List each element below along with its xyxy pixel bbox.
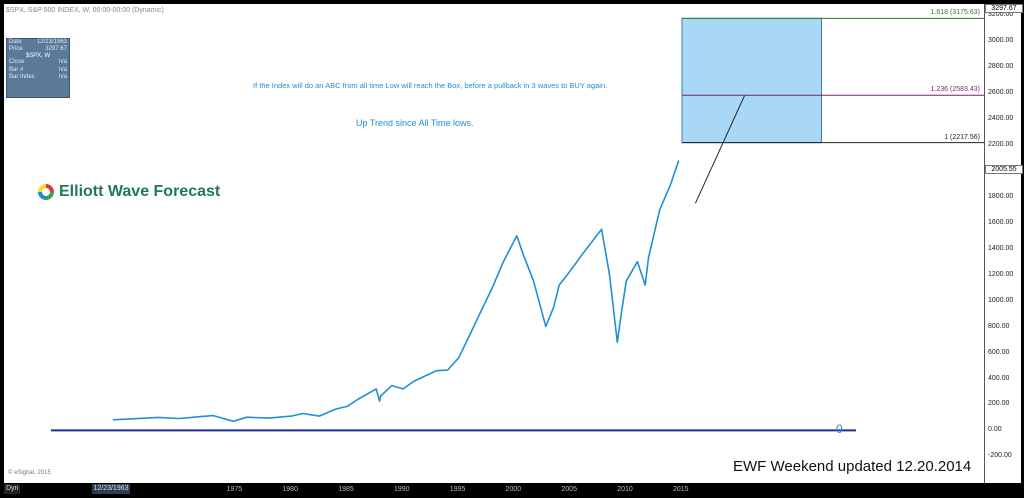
price-line (112, 160, 680, 423)
projection-line (694, 95, 745, 204)
y-tick-label: 2600.00 (988, 89, 1014, 97)
last-price-label: 2005.55 (985, 165, 1023, 175)
x-tick-label: 2015 (673, 486, 689, 493)
y-tick-label: 3000.00 (988, 37, 1014, 45)
x-tick-label: 2000 (505, 486, 522, 493)
credit-text: © eSignal, 2015 (8, 470, 51, 476)
y-tick-label: 1400.00 (988, 244, 1014, 252)
trend-annotation: Up Trend since All Time lows. (356, 118, 474, 128)
wave-label-zero: 0 (836, 422, 843, 436)
update-note: EWF Weekend updated 12.20.2014 (733, 458, 972, 475)
fib-label: 1.236 (2583.43) (930, 86, 980, 94)
chart-header: $SPX, S&P 500 INDEX, W, 00:00-00:00 (Dyn… (6, 7, 164, 14)
ewf-logo: Elliott Wave Forecast (37, 183, 220, 201)
abc-annotation: If the Index will do an ABC from all tim… (253, 81, 608, 90)
y-tick-label: 200.00 (988, 400, 1010, 408)
ewf-logo-text: Elliott Wave Forecast (59, 183, 221, 200)
info-value: n/a (58, 66, 67, 73)
y-tick-label: 3200.00 (988, 11, 1014, 19)
y-tick-label: 2200.00 (988, 140, 1014, 148)
y-tick-label: 1800.00 (988, 192, 1014, 200)
info-label: Bar Index (9, 73, 35, 80)
x-tick-label: 1975 (226, 486, 243, 493)
y-tick-label: -200.00 (988, 452, 1012, 460)
x-tick-label: 2005 (561, 486, 577, 493)
info-value: 12/23/1963 (36, 39, 67, 45)
price-chart (51, 17, 984, 432)
dyn-button[interactable]: Dyn (4, 484, 21, 494)
y-tick-label: 800.00 (988, 322, 1010, 330)
time-axis-bar (0, 483, 1024, 498)
x-tick-label: 2010 (617, 486, 633, 493)
info-label: Date (9, 39, 22, 45)
y-axis: -200.00 0.00 200.00 400.00 600.00 800.00 1000.… (984, 4, 1023, 483)
y-tick-label: 1000.00 (988, 296, 1014, 304)
y-tick-label: 400.00 (988, 374, 1010, 382)
info-label: Bar # (9, 66, 24, 73)
y-tick-label: 2400.00 (988, 115, 1014, 122)
y-tick-label: 0.00 (988, 426, 1002, 434)
info-value: n/a (58, 73, 67, 80)
x-tick-label: 1995 (449, 486, 466, 493)
ewf-logo-icon (38, 184, 54, 200)
cursor-info-panel[interactable]: Date 12/23/1963 Price 3297.67 $SPX, W Clos… (6, 38, 70, 98)
target-box (681, 17, 822, 144)
cursor-date-box: 12/23/1963 (92, 484, 130, 494)
info-title: $SPX, W (25, 53, 51, 60)
y-tick-label: 1200.00 (988, 270, 1014, 278)
y-tick-label: 600.00 (988, 348, 1010, 356)
info-label: Price (9, 46, 23, 53)
y-tick-label: 2800.00 (988, 63, 1014, 71)
fib-label: 1 (2217.56) (944, 133, 980, 141)
top-price-label: 3297.67 (985, 4, 1023, 13)
y-tick-label: 1600.00 (988, 218, 1014, 226)
info-value: n/a (58, 59, 67, 66)
info-value: 3297.67 (45, 46, 67, 53)
x-tick-label: 1985 (338, 486, 354, 493)
info-label: Close (9, 59, 25, 66)
fib-label: 1.618 (3175.63) (930, 9, 980, 17)
x-tick-label: 1990 (394, 486, 410, 493)
x-tick-label: 1980 (282, 486, 298, 493)
